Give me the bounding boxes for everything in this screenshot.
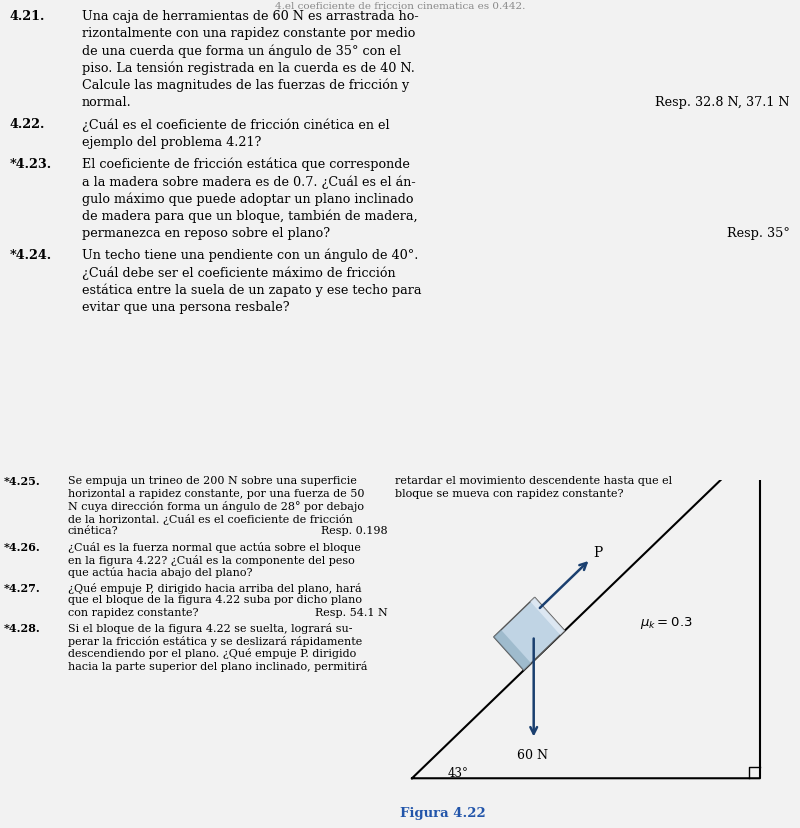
Text: *4.28.: *4.28. (4, 623, 41, 633)
Text: bloque se mueva con rapidez constante?: bloque se mueva con rapidez constante? (395, 489, 623, 498)
Text: rizontalmente con una rapidez constante por medio: rizontalmente con una rapidez constante … (82, 27, 415, 40)
Text: gulo máximo que puede adoptar un plano inclinado: gulo máximo que puede adoptar un plano i… (82, 192, 414, 205)
Text: Resp. 0.198: Resp. 0.198 (322, 526, 388, 536)
Text: *4.24.: *4.24. (10, 248, 52, 262)
Text: El coeficiente de fricción estática que corresponde: El coeficiente de fricción estática que … (82, 157, 410, 171)
Text: ¿Cuál es el coeficiente de fricción cinética en el: ¿Cuál es el coeficiente de fricción ciné… (82, 118, 390, 132)
Text: 4.22.: 4.22. (10, 118, 46, 131)
Text: Un techo tiene una pendiente con un ángulo de 40°.: Un techo tiene una pendiente con un ángu… (82, 248, 418, 262)
Text: descendiendo por el plano. ¿Qué empuje P. dirigido: descendiendo por el plano. ¿Qué empuje P… (68, 647, 356, 658)
Text: a la madera sobre madera es de 0.7. ¿Cuál es el án-: a la madera sobre madera es de 0.7. ¿Cuá… (82, 175, 416, 188)
Text: Figura 4.22: Figura 4.22 (400, 806, 486, 819)
Text: de madera para que un bloque, también de madera,: de madera para que un bloque, también de… (82, 209, 418, 223)
Text: Se empuja un trineo de 200 N sobre una superficie: Se empuja un trineo de 200 N sobre una s… (68, 476, 357, 486)
Text: ¿Cuál debe ser el coeficiente máximo de fricción: ¿Cuál debe ser el coeficiente máximo de … (82, 266, 396, 279)
Text: con rapidez constante?: con rapidez constante? (68, 607, 198, 617)
Polygon shape (494, 598, 565, 671)
Text: de la horizontal. ¿Cuál es el coeficiente de fricción: de la horizontal. ¿Cuál es el coeficient… (68, 513, 353, 524)
Text: *4.27.: *4.27. (4, 582, 41, 593)
Text: cinética?: cinética? (68, 526, 118, 536)
Text: $\mu_k = 0.3$: $\mu_k = 0.3$ (640, 614, 693, 630)
Text: de una cuerda que forma un ángulo de 35° con el: de una cuerda que forma un ángulo de 35°… (82, 45, 401, 58)
Text: 60 N: 60 N (518, 748, 548, 761)
Polygon shape (530, 598, 565, 635)
Text: horizontal a rapidez constante, por una fuerza de 50: horizontal a rapidez constante, por una … (68, 489, 365, 498)
Text: permanezca en reposo sobre el plano?: permanezca en reposo sobre el plano? (82, 227, 330, 239)
Text: estática entre la suela de un zapato y ese techo para: estática entre la suela de un zapato y e… (82, 283, 422, 296)
Text: Si el bloque de la figura 4.22 se suelta, logrará su-: Si el bloque de la figura 4.22 se suelta… (68, 623, 353, 633)
Text: que actúa hacia abajo del plano?: que actúa hacia abajo del plano? (68, 566, 253, 577)
Text: 43°: 43° (448, 766, 469, 779)
Text: que el bloque de la figura 4.22 suba por dicho plano: que el bloque de la figura 4.22 suba por… (68, 595, 362, 604)
Text: *4.25.: *4.25. (4, 476, 41, 487)
Text: retardar el movimiento descendente hasta que el: retardar el movimiento descendente hasta… (395, 476, 672, 486)
Text: *4.23.: *4.23. (10, 157, 52, 171)
Text: *4.26.: *4.26. (4, 542, 41, 552)
Text: N cuya dirección forma un ángulo de 28° por debajo: N cuya dirección forma un ángulo de 28° … (68, 501, 364, 512)
Text: evitar que una persona resbale?: evitar que una persona resbale? (82, 301, 290, 313)
Text: normal.: normal. (82, 96, 132, 109)
Text: perar la fricción estática y se deslizará rápidamente: perar la fricción estática y se deslizar… (68, 635, 362, 646)
Text: 4.21.: 4.21. (10, 10, 46, 23)
Text: Calcule las magnitudes de las fuerzas de fricción y: Calcule las magnitudes de las fuerzas de… (82, 79, 410, 92)
Text: ¿Cuál es la fuerza normal que actúa sobre el bloque: ¿Cuál es la fuerza normal que actúa sobr… (68, 542, 361, 552)
Text: Resp. 32.8 N, 37.1 N: Resp. 32.8 N, 37.1 N (655, 96, 790, 109)
Polygon shape (494, 630, 531, 671)
Text: hacia la parte superior del plano inclinado, permitirá: hacia la parte superior del plano inclin… (68, 660, 367, 671)
Text: Resp. 54.1 N: Resp. 54.1 N (315, 607, 388, 617)
Text: Una caja de herramientas de 60 N es arrastrada ho-: Una caja de herramientas de 60 N es arra… (82, 10, 418, 23)
Text: 4.el coeficiente de friccion cinematica es 0.442.: 4.el coeficiente de friccion cinematica … (275, 2, 525, 12)
Text: en la figura 4.22? ¿Cuál es la componente del peso: en la figura 4.22? ¿Cuál es la component… (68, 554, 354, 565)
Text: piso. La tensión registrada en la cuerda es de 40 N.: piso. La tensión registrada en la cuerda… (82, 61, 415, 75)
Text: ejemplo del problema 4.21?: ejemplo del problema 4.21? (82, 136, 262, 148)
Text: ¿Qué empuje P, dirigido hacia arriba del plano, hará: ¿Qué empuje P, dirigido hacia arriba del… (68, 582, 362, 593)
Text: Resp. 35°: Resp. 35° (727, 227, 790, 239)
Text: P: P (594, 545, 603, 559)
